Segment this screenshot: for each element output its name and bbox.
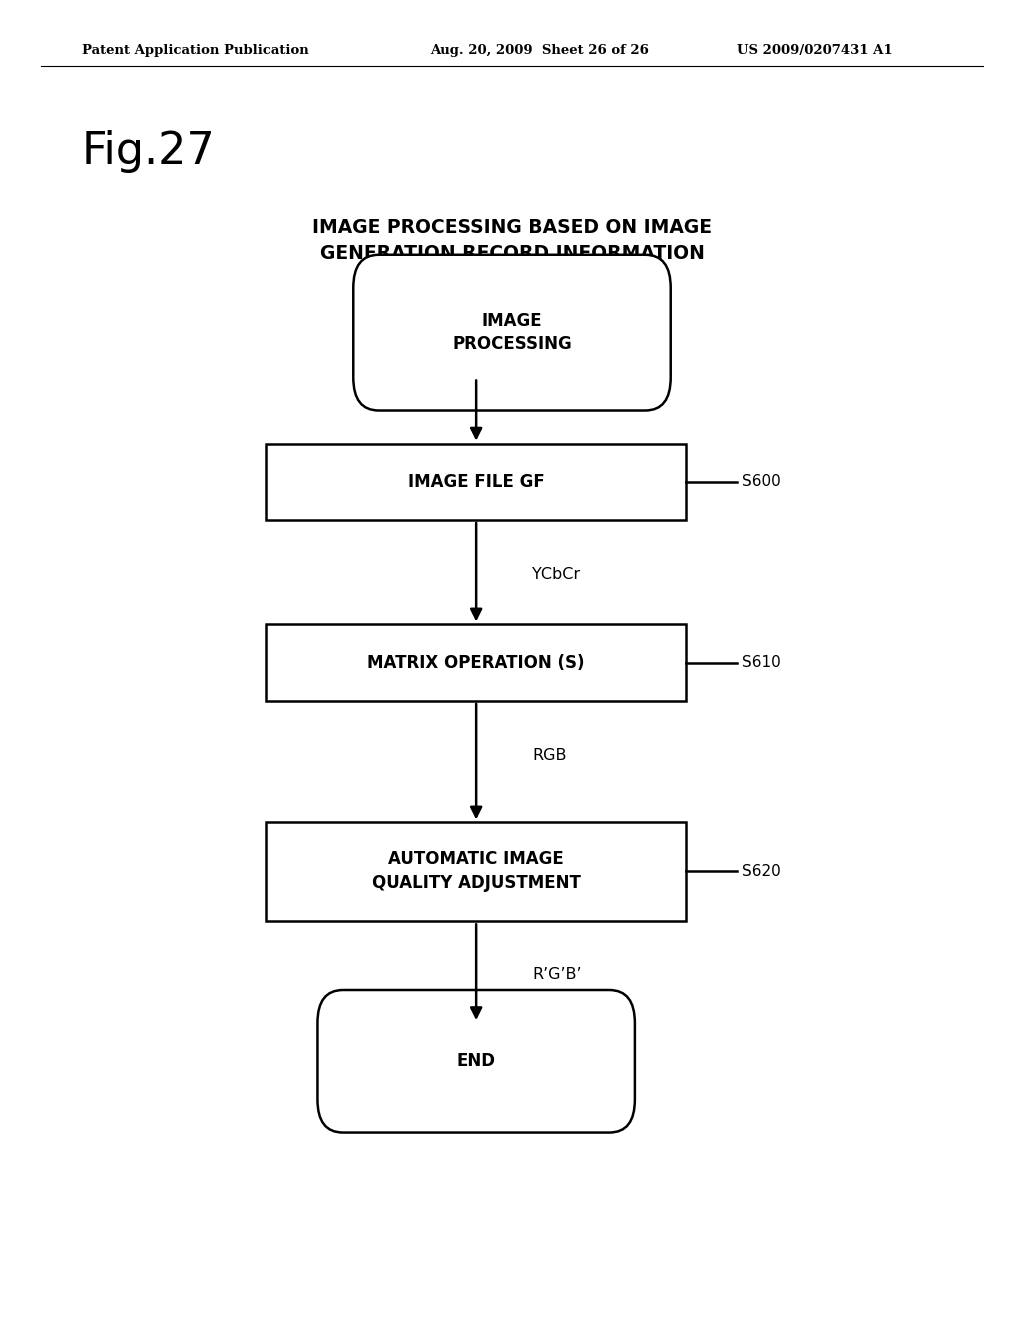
Text: Fig.27: Fig.27 — [82, 131, 216, 173]
Text: RGB: RGB — [532, 747, 567, 763]
Text: US 2009/0207431 A1: US 2009/0207431 A1 — [737, 45, 893, 57]
Text: END: END — [457, 1052, 496, 1071]
Text: Patent Application Publication: Patent Application Publication — [82, 45, 308, 57]
Text: IMAGE FILE GF: IMAGE FILE GF — [408, 473, 545, 491]
Text: IMAGE PROCESSING BASED ON IMAGE: IMAGE PROCESSING BASED ON IMAGE — [312, 218, 712, 236]
Text: R’G’B’: R’G’B’ — [532, 966, 582, 982]
FancyBboxPatch shape — [317, 990, 635, 1133]
Text: MATRIX OPERATION (S): MATRIX OPERATION (S) — [368, 653, 585, 672]
Text: YCbCr: YCbCr — [532, 566, 581, 582]
Text: Aug. 20, 2009  Sheet 26 of 26: Aug. 20, 2009 Sheet 26 of 26 — [430, 45, 649, 57]
Text: GENERATION RECORD INFORMATION: GENERATION RECORD INFORMATION — [319, 244, 705, 263]
FancyBboxPatch shape — [353, 255, 671, 411]
Text: S600: S600 — [742, 474, 781, 490]
Text: S610: S610 — [742, 655, 781, 671]
Text: AUTOMATIC IMAGE
QUALITY ADJUSTMENT: AUTOMATIC IMAGE QUALITY ADJUSTMENT — [372, 850, 581, 892]
Bar — [266, 444, 686, 520]
Bar — [266, 624, 686, 701]
Text: IMAGE
PROCESSING: IMAGE PROCESSING — [453, 312, 571, 354]
Text: S620: S620 — [742, 863, 781, 879]
Bar — [266, 821, 686, 921]
